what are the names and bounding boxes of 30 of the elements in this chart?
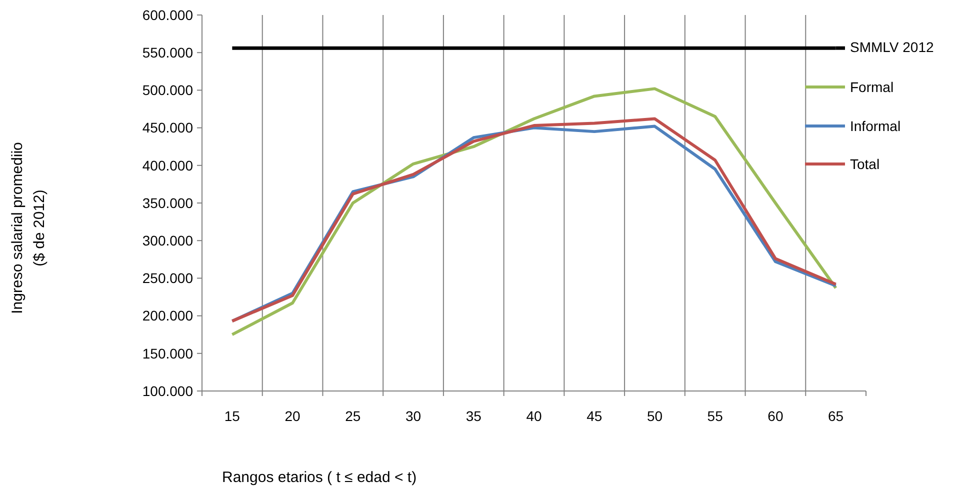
x-tick-label: 55: [707, 408, 724, 424]
x-tick-label: 45: [586, 408, 602, 424]
x-tick-label: 40: [526, 408, 542, 424]
y-tick-label: 400.000: [142, 157, 194, 174]
line-series: [230, 87, 838, 336]
y-tick-label: 350.000: [142, 194, 194, 211]
x-tick-label: 30: [405, 408, 422, 424]
y-tick-label: 200.000: [142, 308, 194, 324]
legend-label: Total: [850, 156, 880, 172]
legend-label: Formal: [850, 78, 894, 95]
y-tick-label: 100.000: [142, 382, 194, 399]
x-tick-label: 15: [224, 408, 240, 424]
y-tick-label: 450.000: [142, 120, 194, 136]
x-tick-label: 35: [466, 408, 482, 424]
x-tick-label: 50: [646, 408, 663, 424]
y-tick-label: 600.000: [142, 6, 194, 23]
y-tick-label: 300.000: [142, 232, 194, 248]
y-tick-label: 500.000: [142, 82, 194, 98]
text: Ingreso salarial promediio: [9, 142, 26, 314]
y-tick-label: 250.000: [142, 270, 194, 286]
x-tick-label: 60: [768, 408, 784, 424]
x-tick-label: 25: [345, 408, 361, 424]
legend-label: SMMLV 2012: [850, 38, 934, 55]
legend-label: Informal: [850, 118, 901, 134]
x-tick-label: 20: [284, 408, 301, 424]
y-tick-label: 550.000: [142, 44, 194, 60]
x-tick-label: 65: [828, 408, 844, 424]
text: ($ de 2012): [31, 190, 48, 266]
x-axis-title: Rangos etarios ( t ≤ edad < t): [222, 469, 417, 486]
y-tick-label: 150.000: [142, 345, 194, 362]
